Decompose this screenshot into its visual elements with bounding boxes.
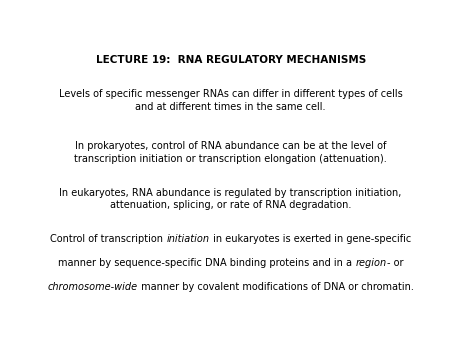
Text: Control of transcription: Control of transcription	[50, 235, 166, 244]
Text: in eukaryotes is exerted in gene-specific: in eukaryotes is exerted in gene-specifi…	[210, 235, 411, 244]
Text: In eukaryotes, RNA abundance is regulated by transcription initiation,
attenuati: In eukaryotes, RNA abundance is regulate…	[59, 188, 402, 211]
Text: - or: - or	[387, 258, 403, 268]
Text: LECTURE 19:  RNA REGULATORY MECHANISMS: LECTURE 19: RNA REGULATORY MECHANISMS	[95, 55, 366, 65]
Text: In prokaryotes, control of RNA abundance can be at the level of
transcription in: In prokaryotes, control of RNA abundance…	[74, 141, 387, 164]
Text: initiation: initiation	[166, 235, 210, 244]
Text: manner by sequence-specific DNA binding proteins and in a: manner by sequence-specific DNA binding …	[58, 258, 356, 268]
Text: Levels of specific messenger RNAs can differ in different types of cells
and at : Levels of specific messenger RNAs can di…	[59, 89, 402, 112]
Text: manner by covalent modifications of DNA or chromatin.: manner by covalent modifications of DNA …	[138, 282, 414, 292]
Text: chromosome-wide: chromosome-wide	[48, 282, 138, 292]
Text: region: region	[356, 258, 387, 268]
